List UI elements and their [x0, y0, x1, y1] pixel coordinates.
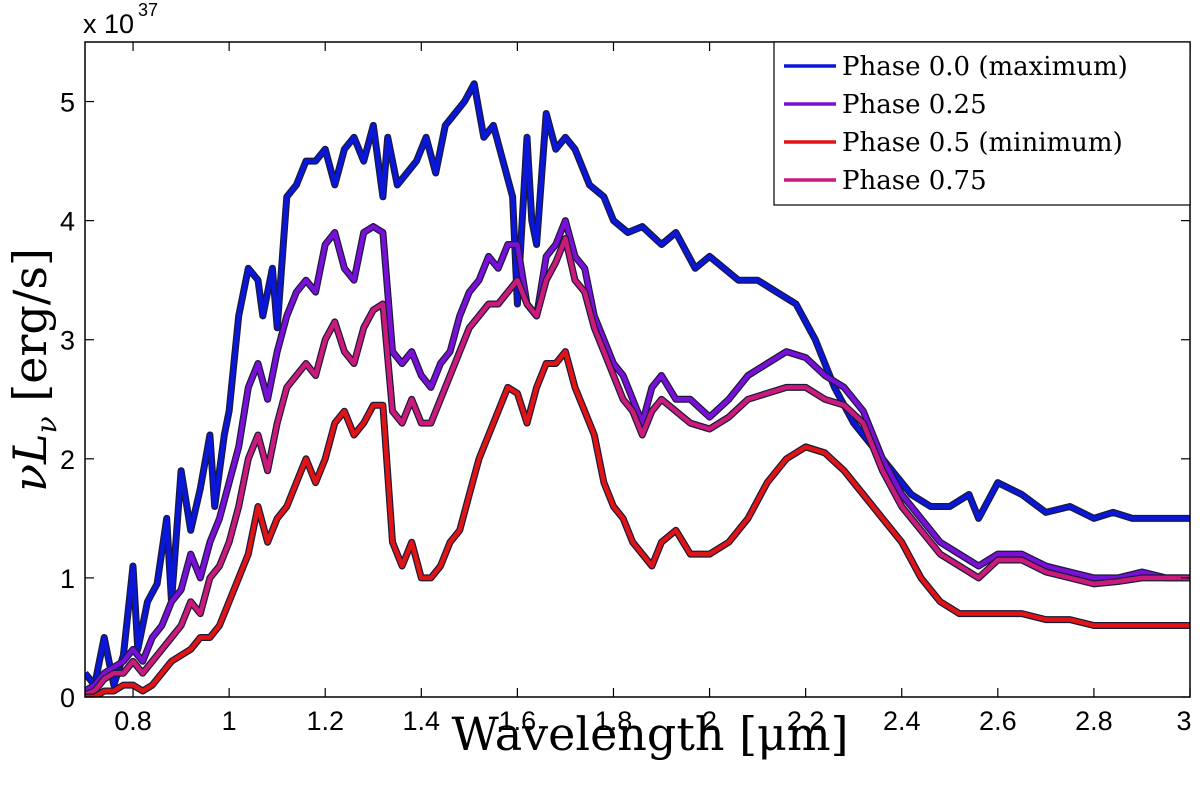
x-tick-label: 2.6 [979, 706, 1017, 736]
y-axis-label-main: νL [3, 433, 57, 492]
y-axis: 0 1 2 3 4 5 [60, 88, 1190, 713]
x-tick-label: 0.8 [114, 706, 152, 736]
x-tick-label: 1.6 [499, 706, 537, 736]
x-tick-label: 2.8 [1075, 706, 1113, 736]
legend-label-1: Phase 0.25 [842, 90, 987, 120]
y-axis-label-unit: [erg/s] [3, 248, 57, 402]
y-tick-label: 2 [60, 445, 75, 475]
legend-label-2: Phase 0.5 (minimum) [842, 128, 1123, 158]
y-tick-label: 5 [60, 88, 75, 118]
y-tick-label: 0 [60, 683, 75, 713]
y-axis-label: νLν [erg/s] [3, 248, 63, 492]
y-multiplier-exponent: 37 [138, 0, 158, 20]
y-multiplier-base: x 10 [83, 9, 134, 39]
y-tick-label: 1 [60, 564, 75, 594]
plot-frame [84, 41, 1191, 698]
legend-label-0: Phase 0.0 (maximum) [842, 52, 1128, 82]
x-tick-label: 1.4 [403, 706, 441, 736]
x-tick-label: 2 [702, 706, 717, 736]
x-axis-label: Wavelength [μm] [451, 707, 848, 761]
series-layer [85, 80, 1190, 697]
x-tick-label: 1.2 [306, 706, 344, 736]
x-tick-label: 3 [1176, 706, 1191, 736]
series-line-1 [85, 218, 1190, 693]
x-tick-label: 2.4 [883, 706, 921, 736]
x-tick-label: 1.8 [595, 706, 633, 736]
x-tick-label: 2.2 [787, 706, 825, 736]
y-tick-label: 3 [60, 326, 75, 356]
legend: Phase 0.0 (maximum) Phase 0.25 Phase 0.5 (… [773, 41, 1191, 206]
x-axis: 0.8 1 1.2 1.4 1.6 1.8 2 2.2 2.4 2.6 2.8 3 [114, 42, 1192, 736]
series-line-3 [85, 236, 1190, 697]
svg-text:νLν [erg/s]: νLν [erg/s] [3, 248, 63, 492]
series-line-2 [85, 349, 1190, 697]
legend-box [773, 41, 1191, 206]
y-tick-label: 4 [60, 207, 75, 237]
y-multiplier: x 10 37 [83, 0, 158, 39]
x-tick-label: 1 [222, 706, 237, 736]
y-axis-label-sub: ν [30, 416, 63, 433]
legend-label-3: Phase 0.75 [842, 166, 987, 196]
